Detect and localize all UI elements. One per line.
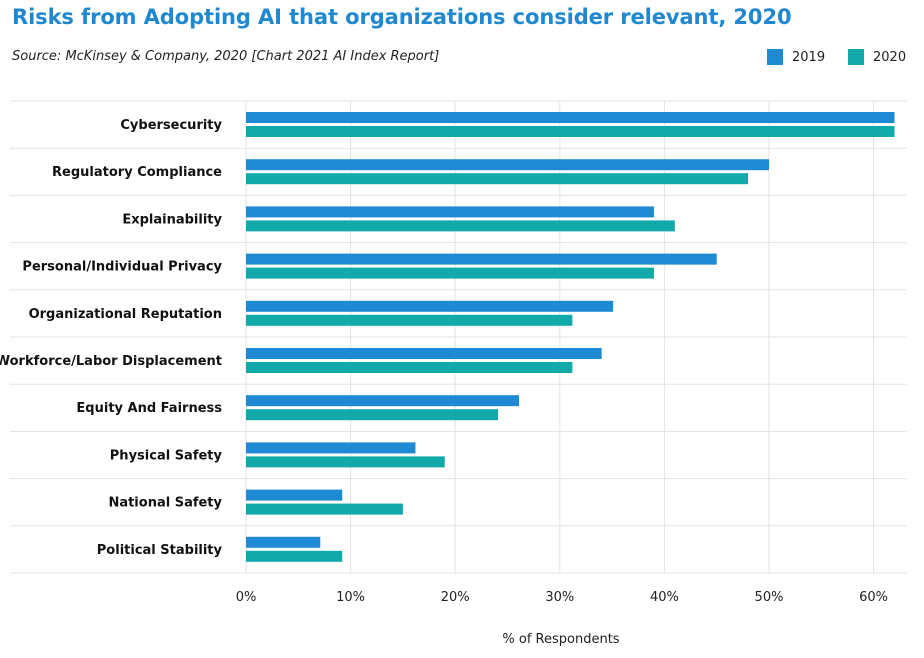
bar-2019 xyxy=(246,489,343,501)
category-labels: Cybersecurity Regulatory Compliance Explai… xyxy=(0,118,223,558)
x-tick-label: 50% xyxy=(755,590,784,605)
bar-2019 xyxy=(246,395,520,407)
legend-swatch-2020 xyxy=(848,49,864,65)
bar-2020 xyxy=(246,550,343,562)
category-label: Regulatory Compliance xyxy=(52,165,222,180)
bar-2020 xyxy=(246,267,654,279)
category-label: Organizational Reputation xyxy=(29,307,222,322)
x-axis-ticks: 0% 10% 20% 30% 40% 50% 60% xyxy=(236,590,888,605)
x-tick-label: 0% xyxy=(236,590,257,605)
bar-2020 xyxy=(246,409,499,421)
x-tick-label: 60% xyxy=(859,590,888,605)
category-label: Equity And Fairness xyxy=(76,401,222,416)
bar-2020 xyxy=(246,362,573,373)
legend-item-2019: 2019 xyxy=(767,49,825,65)
bar-2020 xyxy=(246,314,573,326)
bar-2019 xyxy=(246,112,895,123)
x-tick-label: 10% xyxy=(336,590,365,605)
bar-2020 xyxy=(246,456,445,468)
category-label: Political Stability xyxy=(97,543,223,558)
bar-2019 xyxy=(246,536,321,548)
bars xyxy=(246,112,895,562)
chart-title: Risks from Adopting AI that organization… xyxy=(12,5,792,29)
x-tick-label: 40% xyxy=(650,590,679,605)
category-label: Physical Safety xyxy=(110,448,223,463)
bar-2020 xyxy=(246,503,403,515)
bar-2020 xyxy=(246,173,749,185)
bar-2019 xyxy=(246,442,416,454)
category-label: Cybersecurity xyxy=(120,118,222,133)
bar-2020 xyxy=(246,220,675,232)
category-label: Personal/Individual Privacy xyxy=(22,260,222,275)
x-tick-label: 20% xyxy=(441,590,470,605)
bar-2019 xyxy=(246,300,614,312)
bar-2019 xyxy=(246,348,602,359)
bar-2019 xyxy=(246,253,717,265)
category-label: National Safety xyxy=(108,496,222,511)
x-tick-label: 30% xyxy=(545,590,574,605)
legend-item-2020: 2020 xyxy=(848,49,906,65)
category-label: Workforce/Labor Displacement xyxy=(0,354,222,369)
bar-2019 xyxy=(246,159,769,171)
legend-label-2020: 2020 xyxy=(873,49,907,65)
bar-2019 xyxy=(246,206,654,218)
legend-label-2019: 2019 xyxy=(792,49,826,65)
category-label: Explainability xyxy=(122,212,222,227)
x-axis-title: % of Respondents xyxy=(502,632,619,647)
chart-subtitle: Source: McKinsey & Company, 2020 [Chart … xyxy=(12,49,440,64)
legend-swatch-2019 xyxy=(767,49,783,65)
bar-2020 xyxy=(246,126,895,137)
